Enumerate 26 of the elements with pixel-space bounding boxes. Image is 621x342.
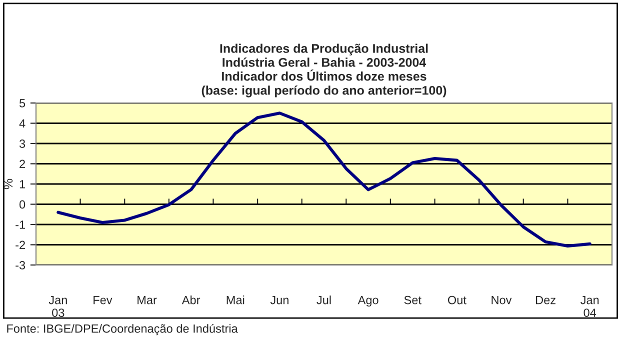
x-tick-label: Jul: [316, 296, 331, 304]
line-series: [56, 112, 592, 248]
x-tick-label: Abr: [182, 296, 200, 304]
x-tick-label: Fev: [94, 296, 112, 304]
x-tick-label: Mar: [138, 296, 157, 304]
y-tick-label: 3: [19, 140, 26, 148]
x-tick-label: Mai: [226, 296, 244, 304]
y-axis-title: %: [4, 178, 13, 190]
y-tick-label: -2: [16, 240, 25, 250]
y-tick-label: 2: [20, 160, 25, 168]
x-tick-label: Dez: [536, 296, 556, 304]
y-tick-label: -3: [16, 261, 26, 270]
chart-title: Indicadores da Produção Industrial Indústria Geral - Bahia - 2003-2004 Indicador dos Últimos doze meses (base: igual período do ano anterior=100): [202, 44, 446, 98]
y-tick-label: 5: [19, 99, 26, 108]
x-tick-label: Nov: [492, 296, 512, 304]
y-tick-label: -1: [16, 220, 26, 229]
x-tick-label: Set: [404, 296, 422, 304]
source-note: Fonte: IBGE/DPE/Coordenação de Indústria: [7, 324, 238, 336]
x-tick-label: Ago: [358, 296, 378, 307]
y-tick-label: 1: [20, 180, 26, 188]
x-tick-label: Jan 03: [48, 296, 67, 317]
y-tick-label: 0: [19, 200, 26, 209]
y-tick-label: 4: [19, 119, 26, 128]
x-tick-label: Jan 04: [580, 296, 599, 317]
x-tick-label: Jun: [270, 296, 288, 304]
x-tick-label: Out: [448, 296, 466, 304]
